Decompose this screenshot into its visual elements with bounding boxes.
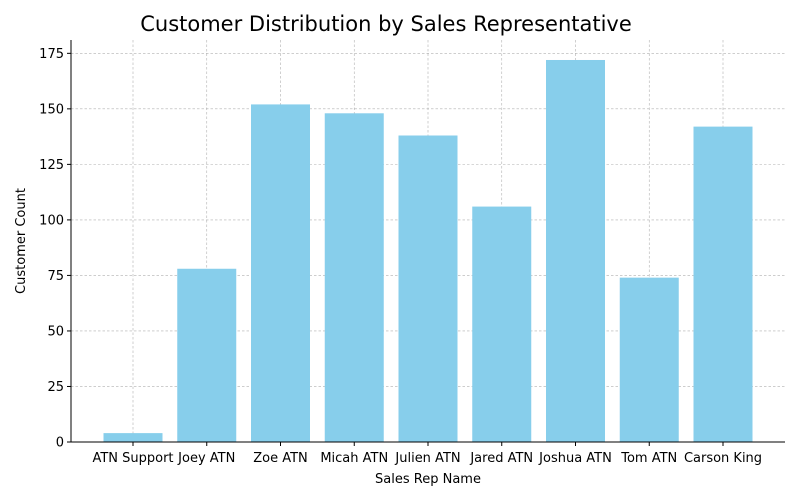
x-tick-label: Tom ATN xyxy=(620,451,677,466)
y-tick-label: 50 xyxy=(47,324,64,339)
chart-title: Customer Distribution by Sales Represent… xyxy=(140,12,632,36)
x-tick-label: Julien ATN xyxy=(394,451,460,466)
x-axis-label: Sales Rep Name xyxy=(375,472,481,487)
x-tick-label: Micah ATN xyxy=(320,451,388,466)
y-tick-label: 0 xyxy=(56,436,64,451)
x-tick-label: Jared ATN xyxy=(469,451,533,466)
y-tick-label: 125 xyxy=(39,158,64,173)
bar-micah-atn xyxy=(324,113,384,442)
bar-joshua-atn xyxy=(546,59,605,442)
y-tick-label: 100 xyxy=(39,213,64,228)
y-tick-label: 150 xyxy=(39,102,64,117)
bar-carson-king xyxy=(693,126,753,443)
tick-labels: 0 25 50 75 100 125 150 175 ATN Support Joey ATN Zo… xyxy=(39,47,762,466)
bar-zoe-atn xyxy=(251,104,310,442)
x-tick-label: Zoe ATN xyxy=(253,451,308,466)
x-tick-label: ATN Support xyxy=(92,451,173,466)
y-tick-label: 75 xyxy=(47,269,64,284)
bar-atn-support xyxy=(103,433,163,442)
x-tick-label: Joey ATN xyxy=(177,451,235,466)
bars xyxy=(103,59,753,443)
x-tick-label: Carson King xyxy=(684,451,762,466)
bar-jared-atn xyxy=(472,206,532,442)
bar-joey-atn xyxy=(177,268,237,442)
y-tick-label: 25 xyxy=(47,380,64,395)
bar-tom-atn xyxy=(619,277,679,442)
bar-julien-atn xyxy=(398,135,458,443)
x-tick-label: Joshua ATN xyxy=(538,451,612,466)
y-axis-label: Customer Count xyxy=(14,188,29,294)
y-tick-label: 175 xyxy=(39,47,64,62)
